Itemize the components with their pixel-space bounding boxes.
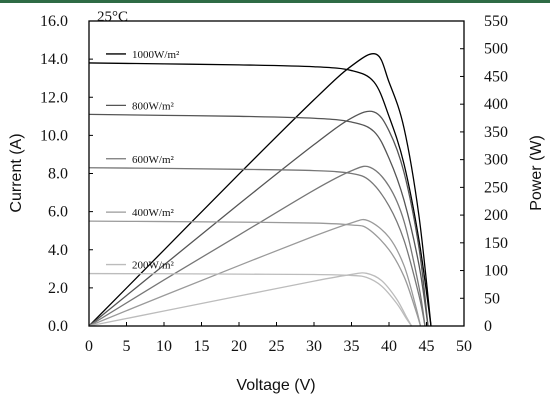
x-tick-label-7: 35: [344, 338, 360, 355]
iv-curve-series-3: [88, 220, 422, 327]
pv-curve-series-0: [88, 53, 432, 327]
y-right-tick-label-10: 500: [484, 41, 508, 58]
x-axis-label: Voltage (V): [236, 377, 315, 394]
legend-label-4: 200W/m²: [132, 260, 174, 272]
x-tick-label-4: 20: [231, 338, 247, 355]
temperature-label: 25°C: [97, 9, 128, 25]
legend: 1000W/m² 800W/m² 600W/m² 400W/m² 200W/m²: [106, 49, 180, 272]
y-left-tick-label-5: 10.0: [40, 127, 68, 144]
y-right-tick-label-6: 300: [484, 152, 508, 169]
y-right-tick-label-9: 450: [484, 68, 508, 85]
y-left-tick-label-4: 8.0: [48, 166, 68, 183]
y-left-tick-label-1: 2.0: [48, 280, 68, 297]
y-right-tick-label-5: 250: [484, 179, 508, 196]
y-right-axis-label: Power (W): [528, 135, 545, 211]
y-right-tick-label-1: 50: [484, 290, 500, 307]
iv-curve-series-1: [88, 113, 429, 327]
y-right-tick-label-4: 200: [484, 207, 508, 224]
legend-label-3: 400W/m²: [132, 207, 174, 219]
x-tick-label-2: 10: [156, 338, 172, 355]
y-right-tick-label-11: 550: [484, 13, 508, 30]
y-right-tick-label-2: 100: [484, 263, 508, 280]
y-left-axis-ticks: 0.0 2.0 4.0 6.0 8.0 10.0 12.0 14.0 16.0: [40, 13, 93, 335]
pv-curve-series-2: [88, 165, 426, 327]
legend-label-1: 800W/m²: [132, 100, 174, 112]
iv-curve-series-4: [88, 272, 413, 327]
y-left-axis-label: Current (A): [8, 133, 25, 212]
y-right-tick-label-8: 400: [484, 96, 508, 113]
pv-curve-series-4: [88, 272, 413, 327]
pv-curve-series-3: [88, 218, 422, 327]
x-axis-ticks: 0 5 10 15 20 25 30 35 40 45 50: [85, 322, 472, 355]
curves-layer: [88, 53, 432, 327]
legend-label-2: 600W/m²: [132, 154, 174, 166]
y-left-tick-label-3: 6.0: [48, 204, 68, 221]
x-tick-label-5: 25: [269, 338, 285, 355]
iv-curve-series-2: [88, 167, 426, 327]
y-right-tick-label-0: 0: [484, 318, 492, 335]
y-left-tick-label-7: 14.0: [40, 51, 68, 68]
pv-curve-series-1: [88, 110, 429, 327]
x-tick-label-8: 40: [381, 338, 397, 355]
x-tick-label-10: 50: [456, 338, 472, 355]
y-left-tick-label-6: 12.0: [40, 89, 68, 106]
y-right-tick-label-7: 350: [484, 124, 508, 141]
y-left-tick-label-8: 16.0: [40, 13, 68, 30]
x-tick-label-3: 15: [194, 338, 210, 355]
iv-curve-series-0: [88, 62, 432, 327]
x-tick-label-6: 30: [306, 338, 322, 355]
y-right-axis-ticks: 0 50 100 150 200 250 300 350 400 450 500 550: [460, 13, 508, 335]
top-accent-line: [0, 0, 550, 3]
legend-label-0: 1000W/m²: [132, 49, 180, 61]
y-right-tick-label-3: 150: [484, 235, 508, 252]
y-left-tick-label-2: 4.0: [48, 242, 68, 259]
x-tick-label-9: 45: [419, 338, 435, 355]
x-tick-label-0: 0: [85, 338, 93, 355]
y-left-tick-label-0: 0.0: [48, 318, 68, 335]
x-tick-label-1: 5: [123, 338, 131, 355]
